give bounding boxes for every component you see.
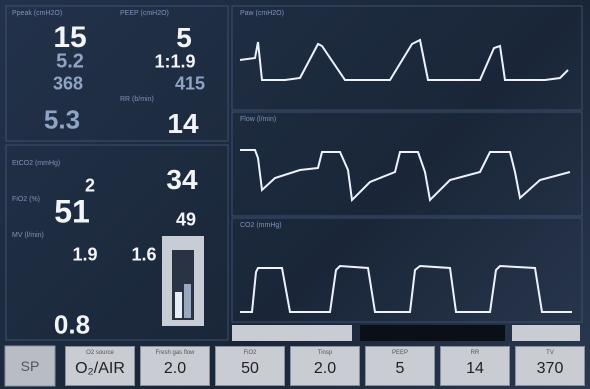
control-value: 2.0: [291, 360, 359, 378]
control-button[interactable]: O2 source O₂/AIR: [65, 346, 135, 386]
control-label: RR: [441, 350, 509, 356]
tab[interactable]: [360, 325, 505, 341]
waveform-title: CO2 (mmHg): [240, 222, 282, 229]
parameter-label: RR (b/min): [120, 96, 154, 103]
reading: 368: [53, 74, 83, 95]
reading: 415: [175, 74, 205, 95]
co2-waveform: [240, 266, 572, 312]
parameter-label: FiO2 (%): [12, 196, 40, 203]
control-button[interactable]: TV 370: [515, 346, 585, 386]
parameter-label: PEEP (cmH2O): [120, 10, 169, 17]
reading: 34: [166, 164, 197, 196]
control-button[interactable]: PEEP 5: [365, 346, 435, 386]
control-button[interactable]: Fresh gas flow 2.0: [140, 346, 210, 386]
flow-waveform: [240, 150, 570, 200]
control-value: 5: [366, 360, 434, 378]
control-value: 50: [216, 360, 284, 378]
reading: 5.3: [44, 105, 80, 136]
gauge-fill: [175, 292, 182, 318]
reading: 51: [54, 194, 90, 231]
reading: 5.2: [56, 51, 84, 74]
reading: 1.6: [131, 245, 156, 266]
waveform-title: Flow (l/min): [240, 116, 276, 123]
control-label: O2 source: [66, 350, 134, 356]
reading: 1:1.9: [154, 52, 195, 73]
ventilator-screen: SP 1555.21:1.93684155.31423451491.91.60.…: [0, 0, 590, 389]
pressure-waveform: [240, 40, 568, 80]
control-label: Fresh gas flow: [141, 350, 209, 356]
control-label: FiO2: [216, 350, 284, 356]
control-label: Tinsp: [291, 350, 359, 356]
parameter-label: EtCO2 (mmHg): [12, 160, 60, 167]
panel-border: [232, 112, 582, 216]
control-value: 2.0: [141, 360, 209, 378]
parameter-label: Ppeak (cmH2O): [12, 10, 62, 17]
mode[interactable]: SP: [21, 358, 40, 374]
gauge-fill: [184, 284, 191, 318]
control-button[interactable]: RR 14: [440, 346, 510, 386]
panel-border: [232, 218, 582, 322]
control-button[interactable]: FiO2 50: [215, 346, 285, 386]
reading: 5: [176, 22, 192, 54]
reading: 49: [176, 210, 196, 231]
parameter-label: MV (l/min): [12, 232, 44, 239]
control-value: 370: [516, 360, 584, 378]
control-label: PEEP: [366, 350, 434, 356]
tab[interactable]: [512, 325, 580, 341]
panel-border: [232, 6, 582, 110]
control-value: 14: [441, 360, 509, 378]
waveform-title: Paw (cmH2O): [240, 10, 284, 17]
reading: 1.9: [72, 245, 97, 266]
control-label: TV: [516, 350, 584, 356]
tab[interactable]: [232, 325, 352, 341]
control-button[interactable]: Tinsp 2.0: [290, 346, 360, 386]
reading: 0.8: [54, 310, 90, 341]
control-value: O₂/AIR: [66, 360, 134, 378]
reading: 14: [167, 108, 198, 140]
